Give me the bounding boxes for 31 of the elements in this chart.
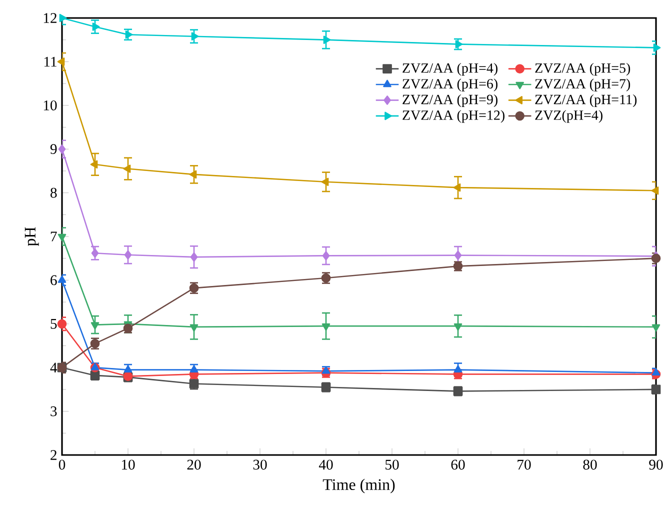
y-tick-label: 8 (50, 188, 57, 198)
legend-label: ZVZ/AA (pH=5) (535, 62, 630, 76)
y-tick-label: 3 (50, 406, 57, 416)
x-tick-label: 90 (649, 460, 663, 470)
x-tick-label: 20 (187, 460, 201, 470)
legend-label: ZVZ/AA (pH=9) (402, 94, 498, 108)
y-tick-label: 4 (50, 362, 58, 372)
legend-label: ZVZ/AA (pH=12) (402, 110, 504, 123)
y-tick-label: 5 (50, 319, 57, 329)
y-tick-label: 10 (44, 100, 57, 110)
x-tick-label: 60 (451, 460, 465, 470)
x-tick-label: 10 (122, 460, 135, 470)
legend-label: ZVZ/AA (pH=4) (402, 62, 498, 76)
legend-label: ZVZ/AA (pH=6) (402, 78, 498, 92)
y-tick-label: 2 (50, 450, 56, 460)
x-axis-title: Time (min) (322, 478, 395, 494)
legend-label: ZVZ/AA (pH=7) (535, 78, 630, 92)
x-tick-label: 80 (583, 460, 597, 470)
x-tick-label: 50 (386, 460, 399, 470)
y-tick-label: 12 (44, 13, 56, 23)
legend-label: ZVZ(pH=4) (535, 110, 602, 123)
x-tick-label: 70 (518, 460, 531, 470)
y-axis-title: pH (24, 227, 39, 246)
x-tick-label: 0 (58, 460, 66, 470)
y-tick-label: 11 (44, 56, 56, 67)
y-tick-label: 6 (50, 275, 57, 286)
x-tick-label: 40 (318, 460, 333, 470)
y-tick-label: 7 (50, 232, 57, 242)
legend-label: ZVZ/AA (pH=11) (535, 94, 637, 108)
y-tick-label: 9 (50, 144, 57, 154)
x-tick-label: 30 (253, 460, 267, 470)
